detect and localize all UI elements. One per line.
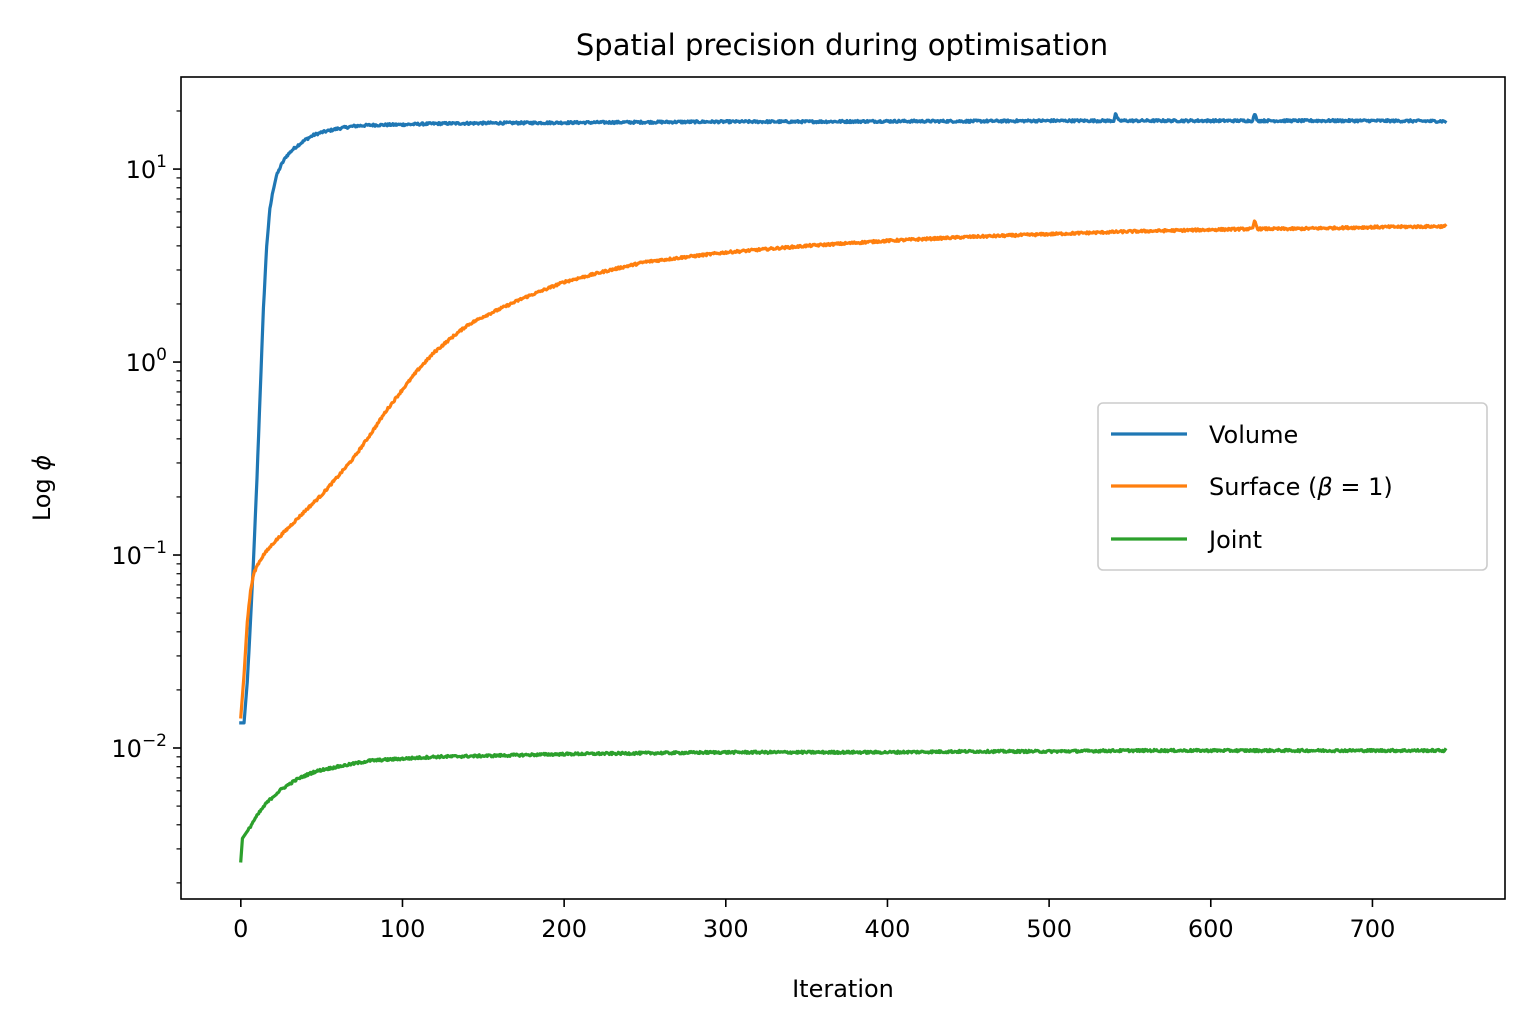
legend-label-surface-symbol: β <box>1316 473 1332 501</box>
series-line-joint <box>239 747 1448 863</box>
legend-label-surface-suffix: = 1) <box>1333 473 1393 501</box>
x-tick-label: 400 <box>865 915 911 943</box>
series-layer <box>239 112 1448 863</box>
series-line-volume <box>239 112 1448 725</box>
x-tick-label: 700 <box>1350 915 1396 943</box>
chart-title: Spatial precision during optimisation <box>576 28 1108 62</box>
ticks-layer: 0 100 200 300 400 500 600 700 10−2 10−1 100 101 <box>111 110 1396 943</box>
x-tick-label: 200 <box>541 915 587 943</box>
legend-label-volume: Volume <box>1209 421 1298 449</box>
legend-box <box>1097 402 1488 571</box>
legend-label-surface-prefix: Surface ( <box>1209 473 1317 501</box>
x-tick-label: 500 <box>1026 915 1072 943</box>
legend: Volume Surface (β = 1) Joint <box>1097 402 1488 571</box>
x-tick-label: 0 <box>233 915 248 943</box>
y-tick-label: 10−1 <box>111 538 167 570</box>
y-axis-label-symbol: ϕ <box>28 455 56 471</box>
y-tick-label: 10−2 <box>111 731 167 763</box>
x-tick-label: 300 <box>703 915 749 943</box>
legend-label-surface: Surface (β = 1) <box>1209 473 1393 501</box>
x-axis-label: Iteration <box>792 975 894 1003</box>
plot-area-frame <box>180 76 1506 900</box>
y-tick-label: 101 <box>126 152 167 184</box>
legend-label-joint: Joint <box>1207 526 1262 554</box>
y-tick-label: 100 <box>126 345 167 377</box>
y-axis-label: Log ϕ <box>28 455 56 522</box>
x-tick-label: 100 <box>380 915 426 943</box>
x-tick-label: 600 <box>1188 915 1234 943</box>
series-line-surface <box>239 219 1448 719</box>
y-axis-label-prefix: Log <box>28 471 56 522</box>
